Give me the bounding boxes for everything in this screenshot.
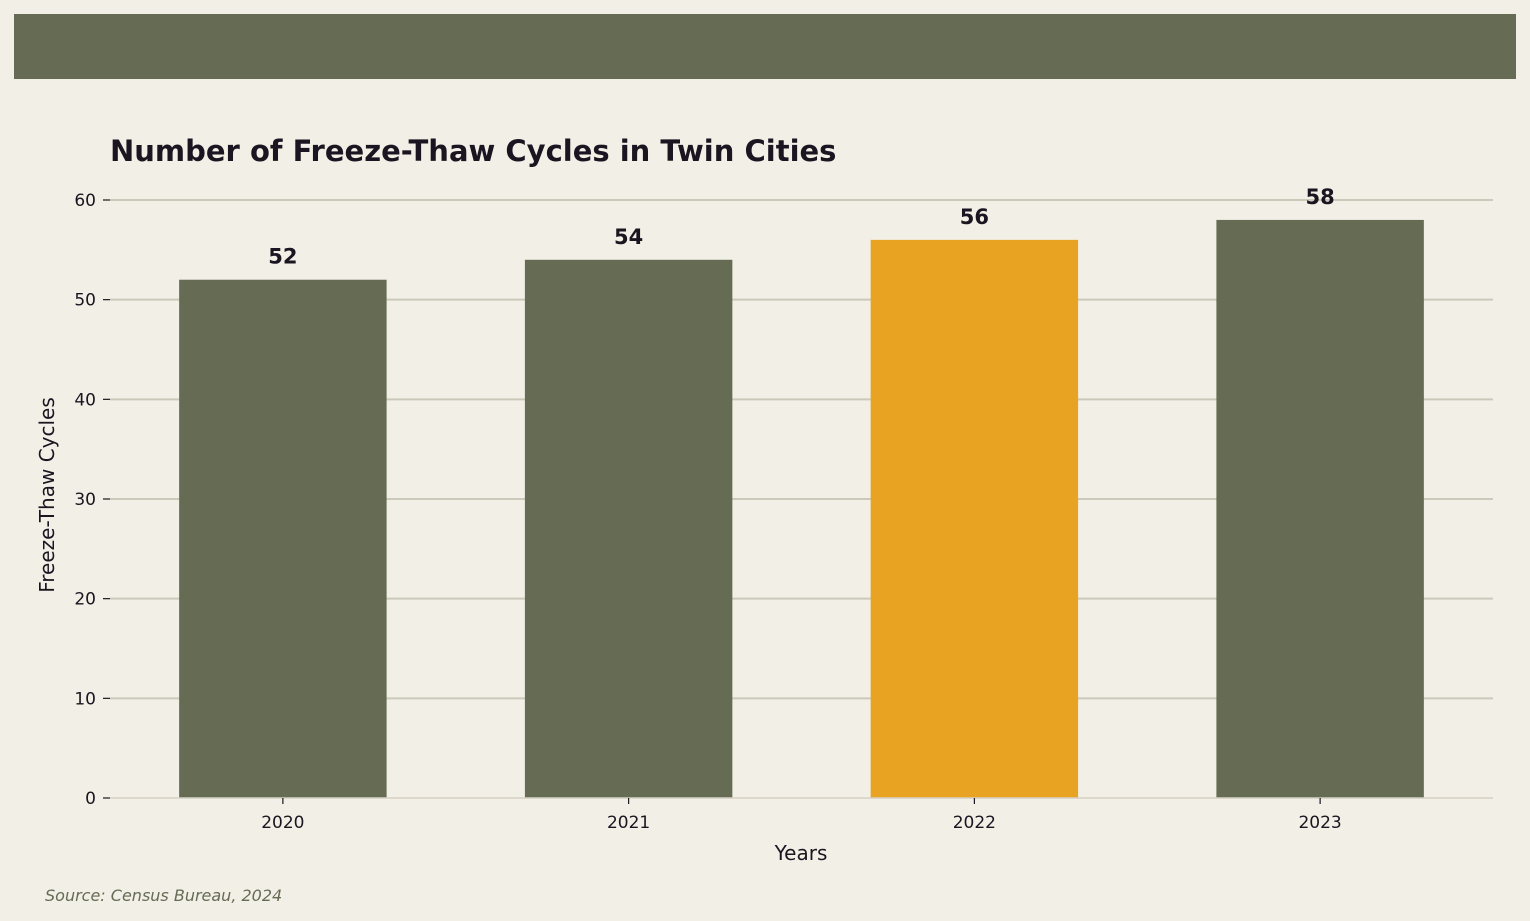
data-label: 58: [1306, 185, 1335, 209]
bars: 52 54 56 58: [179, 185, 1424, 798]
axes: 0 10 20 30 40 50 60 2020 2021 2022 2023: [74, 191, 1493, 833]
y-tick-label: 50: [74, 291, 96, 311]
x-tick-label: 2023: [1298, 813, 1341, 833]
bar: [870, 239, 1079, 798]
y-tick-label: 30: [74, 490, 96, 510]
source-note: Source: Census Bureau, 2024: [45, 886, 283, 905]
x-tick-label: 2022: [953, 813, 996, 833]
x-tick-label: 2020: [261, 813, 304, 833]
y-axis-label: Freeze-Thaw Cycles: [35, 397, 59, 593]
chart-title: Number of Freeze-Thaw Cycles in Twin Cit…: [110, 134, 837, 168]
y-tick-label: 40: [74, 390, 96, 410]
data-label: 54: [614, 225, 643, 249]
data-label: 56: [960, 205, 989, 229]
y-tick-label: 0: [85, 789, 96, 809]
bar: [1216, 219, 1424, 798]
x-axis-label: Years: [774, 841, 828, 865]
bar: [524, 259, 733, 798]
header-band: [14, 14, 1516, 79]
y-tick-label: 60: [74, 191, 96, 211]
y-tick-label: 10: [74, 689, 96, 709]
x-tick-label: 2021: [607, 813, 650, 833]
bar: [179, 279, 387, 798]
data-label: 52: [268, 245, 297, 269]
y-tick-label: 20: [74, 590, 96, 610]
